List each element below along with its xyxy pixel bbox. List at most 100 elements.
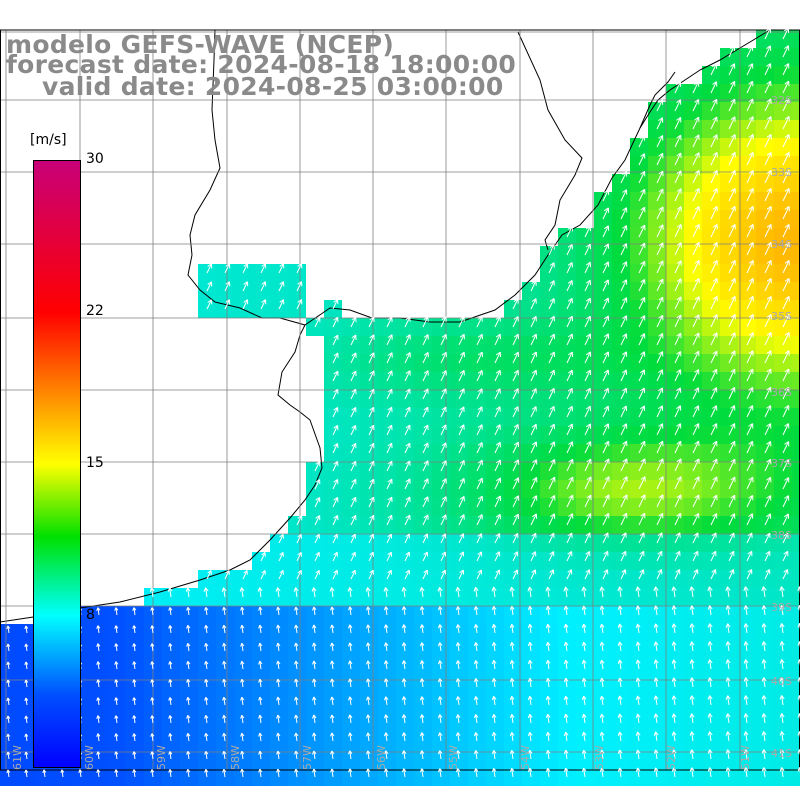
wind-vector bbox=[260, 299, 266, 310]
wind-vector-head bbox=[439, 750, 443, 754]
wind-vector-head bbox=[745, 605, 749, 610]
wind-vector bbox=[223, 643, 226, 652]
wind-vector bbox=[565, 606, 568, 616]
wind-vector-head bbox=[168, 733, 171, 737]
wind-vector-head bbox=[437, 660, 441, 665]
wind-vector bbox=[548, 569, 554, 580]
colorbar-tick-8: 8 bbox=[86, 607, 95, 623]
wind-vector-head bbox=[333, 424, 338, 429]
wind-vector-head bbox=[459, 388, 465, 393]
wind-vector-head bbox=[241, 606, 245, 611]
wind-vector bbox=[673, 659, 676, 670]
wind-vector-head bbox=[509, 606, 513, 611]
wind-vector-head bbox=[6, 697, 9, 702]
wind-vector-head bbox=[689, 767, 693, 772]
wind-vector-head bbox=[295, 624, 299, 629]
wind-vector-head bbox=[351, 460, 356, 465]
wind-vector bbox=[512, 569, 518, 580]
wind-vector bbox=[295, 750, 298, 760]
wind-vectors bbox=[6, 27, 800, 778]
wind-vector bbox=[764, 116, 772, 130]
wind-vector bbox=[350, 407, 357, 418]
wind-vector-head bbox=[348, 768, 351, 773]
wind-vector-head bbox=[441, 569, 446, 574]
wind-vector bbox=[548, 441, 555, 454]
wind-vector bbox=[223, 679, 226, 688]
wind-vector bbox=[7, 661, 10, 670]
wind-vector-head bbox=[676, 314, 682, 319]
wind-vector bbox=[673, 605, 676, 616]
wind-vector bbox=[692, 423, 700, 436]
wind-vector-head bbox=[369, 533, 374, 538]
wind-vector bbox=[728, 98, 736, 112]
wind-vector-head bbox=[225, 299, 230, 303]
wind-vector-head bbox=[658, 351, 663, 355]
wind-vector-head bbox=[784, 331, 790, 336]
wind-vector-head bbox=[312, 660, 315, 665]
wind-vector-head bbox=[604, 440, 609, 445]
wind-vector bbox=[745, 713, 748, 724]
wind-vector-head bbox=[421, 750, 425, 754]
wind-vector bbox=[494, 406, 501, 418]
wind-vector bbox=[746, 532, 753, 544]
wind-vector bbox=[547, 586, 550, 598]
wind-vector-head bbox=[401, 606, 405, 611]
wind-vector-head bbox=[366, 696, 369, 701]
wind-vector bbox=[710, 458, 718, 472]
wind-vector bbox=[404, 334, 411, 346]
wind-vector-head bbox=[277, 732, 281, 737]
wind-vector-head bbox=[259, 624, 263, 629]
wind-vector bbox=[439, 714, 442, 724]
wind-vector-head bbox=[511, 659, 515, 664]
wind-vector bbox=[602, 387, 609, 400]
wind-vector-head bbox=[568, 513, 573, 517]
wind-vector bbox=[475, 624, 478, 634]
wind-vector-head bbox=[257, 587, 261, 592]
wind-vector bbox=[385, 606, 388, 616]
wind-vector-head bbox=[586, 513, 591, 517]
wind-vector bbox=[404, 442, 411, 454]
wind-vector bbox=[745, 731, 748, 742]
wind-vector-head bbox=[168, 715, 171, 719]
wind-vector-head bbox=[493, 623, 497, 628]
wind-vector-head bbox=[622, 440, 627, 445]
wind-vector-head bbox=[707, 713, 711, 718]
wind-speed-cell bbox=[792, 174, 800, 192]
wind-speed-cell bbox=[792, 390, 800, 408]
wind-vector bbox=[277, 750, 280, 760]
wind-vector-head bbox=[637, 749, 641, 754]
wind-vector-head bbox=[495, 424, 501, 428]
wind-vector-head bbox=[725, 659, 729, 664]
wind-vector bbox=[656, 153, 664, 166]
wind-vector-head bbox=[549, 351, 555, 356]
wind-vector-head bbox=[743, 749, 747, 754]
wind-vector-head bbox=[204, 769, 207, 773]
wind-vector-head bbox=[676, 116, 681, 121]
wind-vector bbox=[349, 732, 352, 742]
wind-vector bbox=[709, 749, 712, 760]
wind-vector-head bbox=[369, 352, 375, 357]
wind-vector-head bbox=[748, 423, 753, 427]
wind-vector-head bbox=[655, 623, 659, 628]
wind-vector-head bbox=[333, 514, 338, 519]
wind-vector bbox=[458, 496, 465, 508]
wind-vector bbox=[656, 296, 664, 310]
wind-vector-head bbox=[441, 496, 447, 500]
wind-vector-head bbox=[655, 749, 659, 754]
wind-vector-head bbox=[748, 295, 754, 300]
wind-vector bbox=[295, 678, 298, 688]
wind-vector-head bbox=[653, 659, 657, 664]
wind-vector-head bbox=[313, 750, 317, 755]
wind-vector-head bbox=[583, 659, 587, 664]
wind-vector-head bbox=[330, 660, 333, 665]
wind-vector-head bbox=[330, 732, 333, 737]
wind-vector bbox=[7, 697, 10, 706]
wind-vector bbox=[440, 388, 447, 400]
wind-vector-head bbox=[747, 569, 752, 573]
wind-vector-head bbox=[622, 494, 628, 499]
wind-vector-head bbox=[766, 440, 771, 445]
wind-speed-cell bbox=[792, 120, 800, 138]
wind-vector-head bbox=[276, 678, 279, 683]
wind-vector bbox=[403, 587, 406, 598]
wind-vector bbox=[746, 368, 754, 382]
